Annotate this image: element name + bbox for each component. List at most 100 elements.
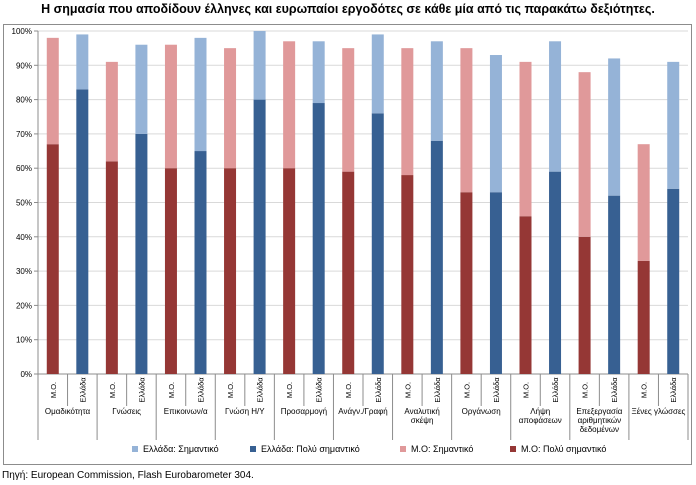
bar-label: Ελλάδα (256, 377, 265, 403)
bar-very-important-eu (46, 144, 59, 374)
bar-important-eu (342, 48, 355, 172)
source-note: Πηγή: European Commission, Flash Eurobar… (2, 470, 254, 481)
bar-label: Ελλάδα (551, 377, 560, 403)
y-tick-label: 0% (20, 370, 32, 379)
bar-very-important-eu (105, 161, 118, 374)
category-label: Λήψη αποφάσεων (519, 407, 562, 425)
bar-label: Ελλάδα (610, 377, 619, 403)
bar-very-important-eu (519, 216, 532, 374)
chart-frame (3, 24, 692, 465)
category-label: Προσαρμογή (281, 407, 327, 416)
bar-label: Ελλάδα (315, 377, 324, 403)
bar-important-eu (164, 44, 177, 169)
bar-important-eu (519, 61, 532, 217)
legend-swatch (400, 446, 406, 452)
bar-important-eu (46, 37, 59, 145)
legend-item: Ελλάδα: Πολύ σημαντικό (250, 444, 360, 454)
bar-important-gr (312, 41, 325, 104)
bar-very-important-gr (312, 103, 325, 374)
y-tick-label: 10% (16, 336, 32, 345)
y-tick-label: 70% (16, 130, 32, 139)
bar-important-gr (489, 55, 502, 193)
bar-important-gr (430, 41, 443, 141)
y-tick-label: 100% (12, 27, 32, 36)
bar-label: Μ.Ο. (462, 382, 471, 398)
bar-very-important-eu (460, 192, 473, 374)
bar-label: Ελλάδα (433, 377, 442, 403)
bar-important-gr (253, 31, 266, 100)
bar-very-important-gr (253, 99, 266, 374)
bar-label: Ελλάδα (137, 377, 146, 403)
y-tick-label: 50% (16, 199, 32, 208)
bar-label: Μ.Ο. (167, 382, 176, 398)
legend-label: Μ.Ο: Πολύ σημαντικό (521, 444, 607, 454)
bar-very-important-eu (164, 168, 177, 374)
bar-important-eu (105, 61, 118, 162)
bar-very-important-eu (401, 175, 414, 374)
category-label: Επεξεργασία αριθμητικών δεδομένων (576, 407, 622, 434)
bar-very-important-eu (578, 236, 591, 374)
category-label: Ξένες γλώσσες (632, 407, 686, 416)
category-label: Ομαδικότητα (45, 407, 91, 416)
y-tick-label: 60% (16, 164, 32, 173)
bar-label: Μ.Ο. (226, 382, 235, 398)
bar-label: Μ.Ο. (108, 382, 117, 398)
legend-label: Ελλάδα: Πολύ σημαντικό (261, 444, 360, 454)
legend-item: Μ.Ο: Πολύ σημαντικό (510, 444, 606, 454)
bar-label: Μ.Ο. (522, 382, 531, 398)
legend-swatch (510, 446, 516, 452)
category-label: Επικοινων/α (164, 407, 208, 416)
y-tick-label: 30% (16, 267, 32, 276)
bar-very-important-gr (430, 140, 443, 374)
bar-very-important-gr (76, 89, 89, 374)
chart-legend: Ελλάδα: Σημαντικό Ελλάδα: Πολύ σημαντικό Μ… (0, 444, 696, 460)
bar-important-gr (76, 34, 89, 90)
bar-important-eu (637, 144, 650, 261)
bar-important-eu (224, 48, 237, 169)
bar-label: Μ.Ο. (403, 382, 412, 398)
bar-important-eu (460, 48, 473, 193)
bar-label: Ελλάδα (492, 377, 501, 403)
y-tick-label: 80% (16, 96, 32, 105)
category-label: Αναλυτική σκέψη (404, 407, 439, 425)
bar-very-important-gr (549, 171, 562, 374)
bar-label: Μ.Ο. (285, 382, 294, 398)
bar-label: Μ.Ο. (640, 382, 649, 398)
bar-important-eu (578, 72, 591, 237)
bar-important-gr (667, 61, 680, 189)
chart-title: Η σημασία που αποδίδουν έλληνες και ευρω… (41, 2, 655, 16)
bar-very-important-gr (608, 195, 621, 374)
bar-very-important-eu (283, 168, 296, 374)
bar-very-important-eu (342, 171, 355, 374)
legend-label: Ελλάδα: Σημαντικό (143, 444, 219, 454)
category-label: Ανάγν./Γραφή (338, 407, 387, 416)
y-tick-label: 90% (16, 61, 32, 70)
bar-important-gr (135, 44, 148, 134)
bar-important-eu (401, 48, 414, 176)
bar-label: Ελλάδα (669, 377, 678, 403)
category-label: Οργάνωση (462, 407, 501, 416)
legend-item: Ελλάδα: Σημαντικό (132, 444, 219, 454)
bar-label: Ελλάδα (197, 377, 206, 403)
y-tick-label: 40% (16, 233, 32, 242)
bar-important-gr (608, 58, 621, 196)
legend-item: Μ.Ο: Σημαντικό (400, 444, 473, 454)
bar-label: Μ.Ο. (581, 382, 590, 398)
bar-important-gr (371, 34, 384, 114)
bar-label: Μ.Ο. (49, 382, 58, 398)
bar-label: Ελλάδα (374, 377, 383, 403)
bar-very-important-eu (637, 260, 650, 374)
y-tick-label: 20% (16, 301, 32, 310)
legend-label: Μ.Ο: Σημαντικό (411, 444, 474, 454)
bar-label: Μ.Ο. (344, 382, 353, 398)
bar-important-gr (549, 41, 562, 172)
category-label: Γνώση Η/Υ (225, 407, 265, 416)
bar-very-important-gr (135, 133, 148, 374)
legend-swatch (132, 446, 138, 452)
legend-swatch (250, 446, 256, 452)
bar-label: Ελλάδα (78, 377, 87, 403)
bar-very-important-gr (489, 192, 502, 374)
bar-very-important-gr (194, 151, 207, 374)
bar-very-important-gr (371, 113, 384, 374)
